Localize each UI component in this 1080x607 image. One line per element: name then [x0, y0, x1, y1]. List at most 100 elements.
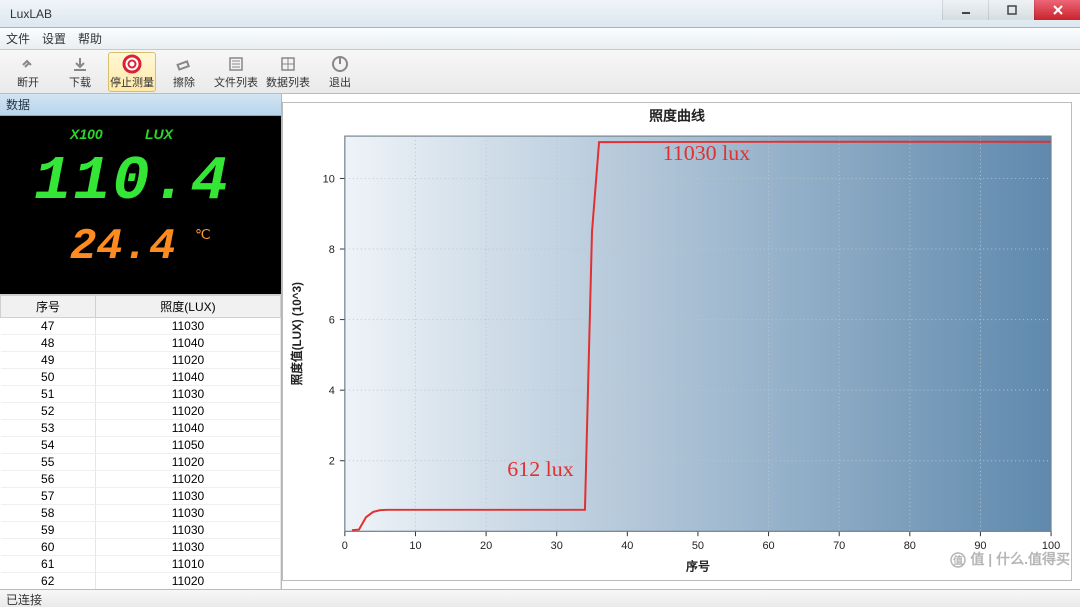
toolbar-label: 文件列表 — [214, 74, 258, 90]
chart-box: 照度曲线0102030405060708090100246810序号照度值(LU… — [282, 102, 1072, 581]
cell-seq: 60 — [1, 539, 96, 556]
cell-lux: 11020 — [95, 352, 280, 369]
eraser-icon — [174, 54, 194, 74]
cell-lux: 11030 — [95, 488, 280, 505]
chart-panel: 照度曲线0102030405060708090100246810序号照度值(LU… — [282, 94, 1080, 589]
disconnect-button[interactable]: 断开 — [4, 52, 52, 92]
window-controls — [942, 0, 1080, 20]
cell-lux: 11030 — [95, 505, 280, 522]
table-row[interactable]: 4711030 — [1, 318, 281, 335]
table-row[interactable]: 5211020 — [1, 403, 281, 420]
stop-measure-button[interactable]: 停止测量 — [108, 52, 156, 92]
panel-header: 数据 — [0, 94, 281, 116]
svg-text:60: 60 — [762, 540, 774, 552]
display-temp: 24.4 — [70, 222, 176, 272]
table-row[interactable]: 5311040 — [1, 420, 281, 437]
col-lux[interactable]: 照度(LUX) — [95, 296, 280, 318]
cell-seq: 55 — [1, 454, 96, 471]
titlebar: LuxLAB — [0, 0, 1080, 28]
svg-text:10: 10 — [409, 540, 421, 552]
cell-seq: 53 — [1, 420, 96, 437]
svg-text:11030 lux: 11030 lux — [663, 141, 751, 165]
cell-lux: 11020 — [95, 573, 280, 590]
table-row[interactable]: 6211020 — [1, 573, 281, 590]
status-bar: 已连接 — [0, 589, 1080, 607]
cell-seq: 51 — [1, 386, 96, 403]
table-row[interactable]: 5811030 — [1, 505, 281, 522]
cell-lux: 11030 — [95, 539, 280, 556]
cell-lux: 11020 — [95, 454, 280, 471]
svg-text:20: 20 — [480, 540, 492, 552]
svg-text:30: 30 — [551, 540, 563, 552]
table-row[interactable]: 5411050 — [1, 437, 281, 454]
cell-lux: 11010 — [95, 556, 280, 573]
svg-text:50: 50 — [692, 540, 704, 552]
menu-help[interactable]: 帮助 — [78, 30, 102, 47]
toolbar-label: 擦除 — [173, 74, 195, 90]
exit-button[interactable]: 退出 — [316, 52, 364, 92]
plug-icon — [18, 54, 38, 74]
svg-text:4: 4 — [329, 385, 335, 397]
table-row[interactable]: 4811040 — [1, 335, 281, 352]
cell-lux: 11040 — [95, 420, 280, 437]
svg-text:80: 80 — [904, 540, 916, 552]
table-row[interactable]: 5011040 — [1, 369, 281, 386]
cell-lux: 11030 — [95, 522, 280, 539]
svg-text:8: 8 — [329, 244, 335, 256]
svg-text:照度值(LUX) (10^3): 照度值(LUX) (10^3) — [290, 282, 304, 385]
file-list-button[interactable]: 文件列表 — [212, 52, 260, 92]
table-row[interactable]: 5911030 — [1, 522, 281, 539]
table-row[interactable]: 4911020 — [1, 352, 281, 369]
lifebuoy-icon — [122, 54, 142, 74]
close-button[interactable] — [1034, 0, 1080, 20]
cell-seq: 49 — [1, 352, 96, 369]
toolbar-label: 下载 — [69, 74, 91, 90]
cell-seq: 56 — [1, 471, 96, 488]
cell-lux: 11040 — [95, 369, 280, 386]
menu-settings[interactable]: 设置 — [42, 30, 66, 47]
data-table-scroll[interactable]: 序号 照度(LUX) 47110304811040491102050110405… — [0, 294, 281, 589]
table-row[interactable]: 6011030 — [1, 539, 281, 556]
window-title: LuxLAB — [10, 7, 52, 21]
toolbar-label: 退出 — [329, 74, 351, 90]
table-row[interactable]: 5711030 — [1, 488, 281, 505]
toolbar: 断开 下载 停止测量 擦除 文件列表 数据列表 退出 — [0, 50, 1080, 94]
cell-seq: 54 — [1, 437, 96, 454]
cell-lux: 11020 — [95, 403, 280, 420]
display-unit: LUX — [145, 126, 173, 142]
cell-seq: 58 — [1, 505, 96, 522]
maximize-button[interactable] — [988, 0, 1034, 20]
table-row[interactable]: 5111030 — [1, 386, 281, 403]
status-text: 已连接 — [6, 593, 42, 607]
toolbar-label: 停止测量 — [110, 74, 154, 90]
svg-text:612 lux: 612 lux — [507, 457, 574, 481]
svg-text:90: 90 — [974, 540, 986, 552]
download-button[interactable]: 下载 — [56, 52, 104, 92]
cell-seq: 50 — [1, 369, 96, 386]
toolbar-label: 数据列表 — [266, 74, 310, 90]
cell-lux: 11020 — [95, 471, 280, 488]
menu-file[interactable]: 文件 — [6, 30, 30, 47]
exit-icon — [330, 54, 350, 74]
col-seq[interactable]: 序号 — [1, 296, 96, 318]
lux-chart: 照度曲线0102030405060708090100246810序号照度值(LU… — [283, 103, 1071, 580]
svg-text:0: 0 — [342, 540, 348, 552]
display-value: 110.4 — [34, 146, 230, 217]
minimize-button[interactable] — [942, 0, 988, 20]
data-list-button[interactable]: 数据列表 — [264, 52, 312, 92]
cell-seq: 61 — [1, 556, 96, 573]
display-range: X100 — [70, 126, 103, 142]
table-row[interactable]: 5511020 — [1, 454, 281, 471]
table-row[interactable]: 5611020 — [1, 471, 281, 488]
cell-seq: 48 — [1, 335, 96, 352]
cell-seq: 57 — [1, 488, 96, 505]
table-row[interactable]: 6111010 — [1, 556, 281, 573]
toolbar-label: 断开 — [17, 74, 39, 90]
svg-text:40: 40 — [621, 540, 633, 552]
left-panel: 数据 X100 LUX 110.4 24.4 ℃ 序号 照度(LUX) 4711… — [0, 94, 282, 589]
svg-text:70: 70 — [833, 540, 845, 552]
svg-text:2: 2 — [329, 456, 335, 468]
erase-button[interactable]: 擦除 — [160, 52, 208, 92]
cell-lux: 11050 — [95, 437, 280, 454]
cell-lux: 11040 — [95, 335, 280, 352]
